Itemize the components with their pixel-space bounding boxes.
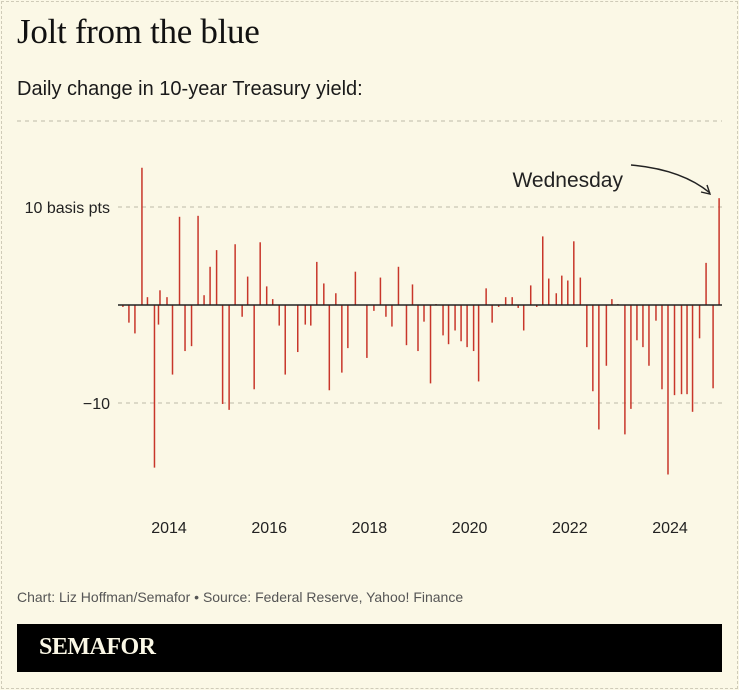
brand-bar: SEMAFOR xyxy=(17,624,722,672)
annotation-wednesday: Wednesday xyxy=(512,169,623,192)
y-tick-label: 10 basis pts xyxy=(25,200,110,217)
chart-title: Jolt from the blue xyxy=(17,12,260,51)
x-tick-label: 2014 xyxy=(151,520,187,537)
annotation-arrow xyxy=(630,164,711,194)
chart-subtitle: Daily change in 10-year Treasury yield: xyxy=(17,78,363,100)
x-tick-label: 2022 xyxy=(552,520,588,537)
x-tick-label: 2018 xyxy=(352,520,388,537)
arrow-head-icon xyxy=(700,184,712,195)
source-note: Chart: Liz Hoffman/Semafor • Source: Fed… xyxy=(17,589,464,605)
y-tick-label: −10 xyxy=(83,396,110,413)
x-tick-label: 2024 xyxy=(652,520,688,537)
x-tick-label: 2020 xyxy=(452,520,488,537)
semafor-logo: SEMAFOR xyxy=(39,634,156,660)
x-tick-label: 2016 xyxy=(251,520,287,537)
